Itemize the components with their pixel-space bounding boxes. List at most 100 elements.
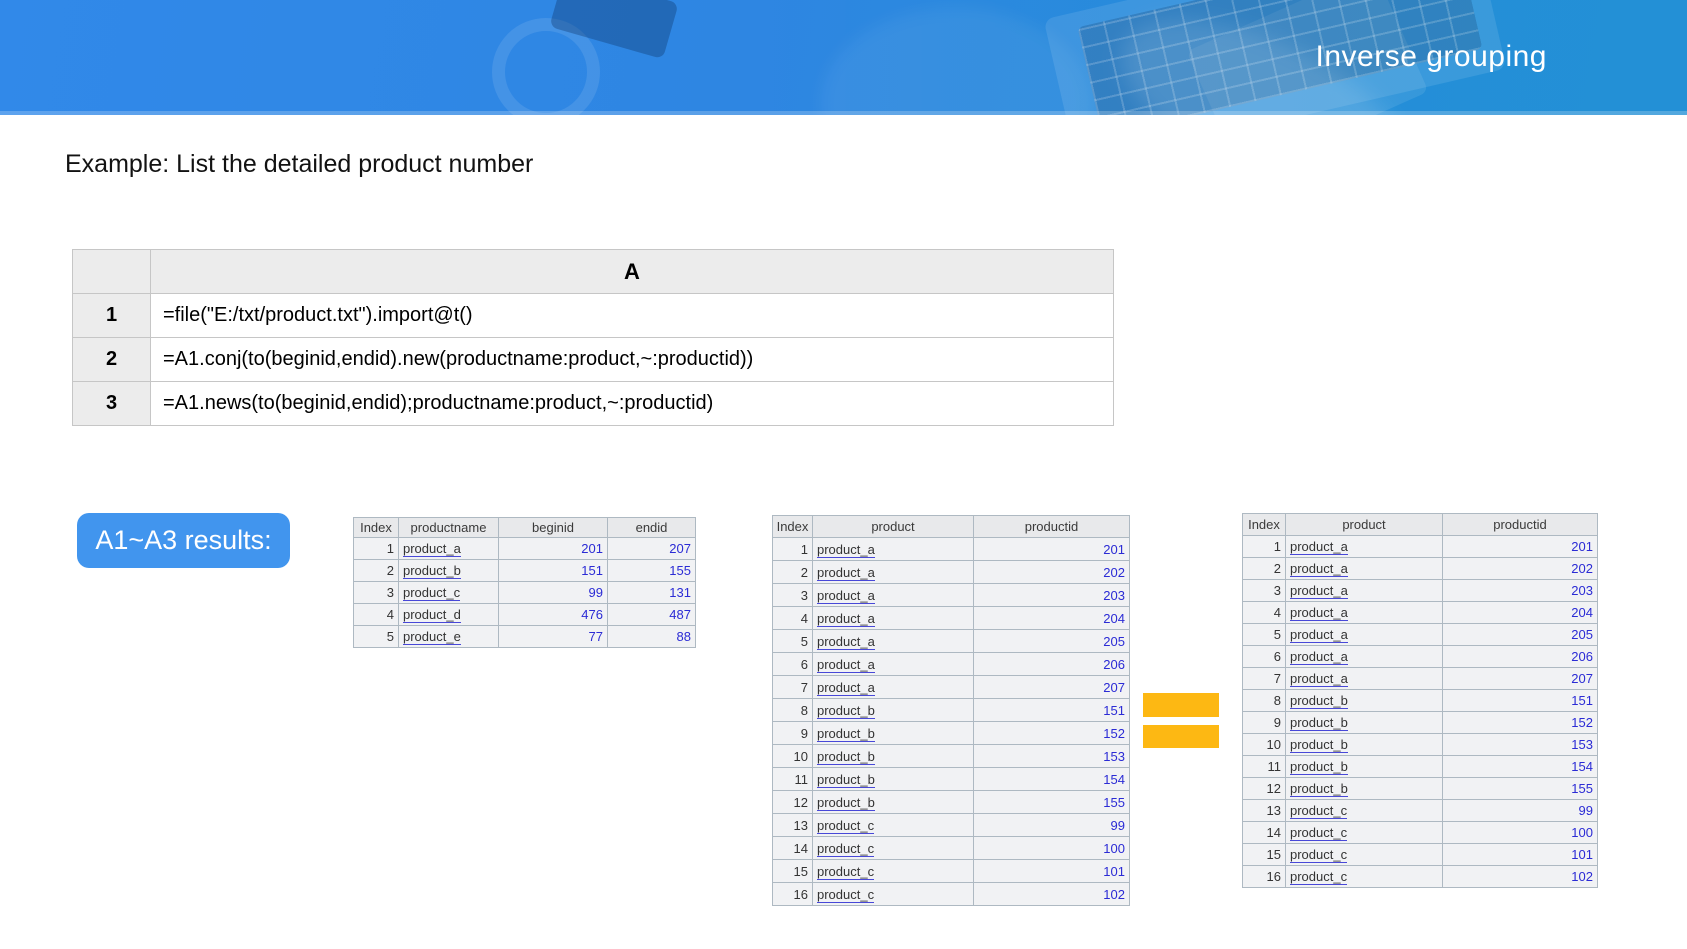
productid-cell: 201 bbox=[1442, 535, 1598, 558]
product-link[interactable]: product_c bbox=[1285, 843, 1443, 866]
column-header-productid: productid bbox=[973, 515, 1130, 538]
productid-cell: 203 bbox=[973, 583, 1130, 607]
index-cell: 6 bbox=[1242, 645, 1286, 668]
productid-cell: 99 bbox=[1442, 799, 1598, 822]
productid-cell: 206 bbox=[973, 652, 1130, 676]
table-row: 7 product_a 207 bbox=[772, 675, 1130, 699]
product-link[interactable]: product_a bbox=[1285, 579, 1443, 602]
product-link[interactable]: product_b bbox=[812, 790, 974, 814]
product-link[interactable]: product_b bbox=[398, 559, 499, 582]
productid-cell: 101 bbox=[1442, 843, 1598, 866]
productid-cell: 155 bbox=[973, 790, 1130, 814]
product-link[interactable]: product_c bbox=[1285, 821, 1443, 844]
table-row: 2 product_a 202 bbox=[772, 560, 1130, 584]
product-link[interactable]: product_a bbox=[812, 560, 974, 584]
product-link[interactable]: product_a bbox=[1285, 557, 1443, 580]
product-link[interactable]: product_a bbox=[812, 675, 974, 699]
product-link[interactable]: product_b bbox=[812, 767, 974, 791]
table-row: 11 product_b 154 bbox=[772, 767, 1130, 791]
page-heading: Example: List the detailed product numbe… bbox=[65, 150, 534, 178]
product-link[interactable]: product_a bbox=[812, 629, 974, 653]
product-link[interactable]: product_c bbox=[1285, 799, 1443, 822]
product-link[interactable]: product_b bbox=[1285, 689, 1443, 712]
productid-cell: 154 bbox=[1442, 755, 1598, 778]
table-row: 12 product_b 155 bbox=[772, 790, 1130, 814]
column-header-index: Index bbox=[772, 515, 813, 538]
banner-photo-tint bbox=[737, 0, 1687, 115]
index-cell: 13 bbox=[772, 813, 813, 837]
product-link[interactable]: product_c bbox=[812, 859, 974, 883]
product-link[interactable]: product_a bbox=[1285, 667, 1443, 690]
table-row: 3 product_c 99 131 bbox=[353, 581, 696, 604]
table-row: 6 product_a 206 bbox=[1242, 645, 1598, 668]
product-link[interactable]: product_b bbox=[1285, 777, 1443, 800]
product-link[interactable]: product_c bbox=[398, 581, 499, 604]
column-a-header: A bbox=[150, 249, 1114, 294]
product-link[interactable]: product_a bbox=[1285, 601, 1443, 624]
table-row: 3 product_a 203 bbox=[1242, 579, 1598, 602]
formula-cell-a3: =A1.news(to(beginid,endid);productname:p… bbox=[150, 381, 1114, 426]
table-row: 12 product_b 155 bbox=[1242, 777, 1598, 800]
product-link[interactable]: product_e bbox=[398, 625, 499, 648]
index-cell: 16 bbox=[1242, 865, 1286, 888]
productid-cell: 204 bbox=[973, 606, 1130, 630]
product-link[interactable]: product_d bbox=[398, 603, 499, 626]
beginid-cell: 99 bbox=[498, 581, 608, 604]
table-row: 1 product_a 201 207 bbox=[353, 537, 696, 560]
product-link[interactable]: product_b bbox=[812, 698, 974, 722]
product-link[interactable]: product_b bbox=[1285, 711, 1443, 734]
product-link[interactable]: product_b bbox=[1285, 733, 1443, 756]
index-cell: 9 bbox=[1242, 711, 1286, 734]
index-cell: 7 bbox=[772, 675, 813, 699]
product-link[interactable]: product_a bbox=[812, 606, 974, 630]
table-row: 2 product_b 151 155 bbox=[353, 559, 696, 582]
table-row: 15 product_c 101 bbox=[1242, 843, 1598, 866]
productid-cell: 202 bbox=[973, 560, 1130, 584]
index-cell: 1 bbox=[353, 537, 399, 560]
table-row: 14 product_c 100 bbox=[1242, 821, 1598, 844]
product-link[interactable]: product_c bbox=[812, 882, 974, 906]
table-row: 4 product_d 476 487 bbox=[353, 603, 696, 626]
product-link[interactable]: product_a bbox=[1285, 623, 1443, 646]
product-link[interactable]: product_a bbox=[812, 537, 974, 561]
product-link[interactable]: product_c bbox=[812, 813, 974, 837]
spreadsheet-row: 3 =A1.news(to(beginid,endid);productname… bbox=[72, 381, 1114, 426]
productid-cell: 154 bbox=[973, 767, 1130, 791]
index-cell: 12 bbox=[772, 790, 813, 814]
product-link[interactable]: product_a bbox=[1285, 645, 1443, 668]
index-cell: 9 bbox=[772, 721, 813, 745]
detail-result-table-right: Index product productid 1 product_a 201 … bbox=[1242, 513, 1598, 888]
table-row: 11 product_b 154 bbox=[1242, 755, 1598, 778]
index-cell: 10 bbox=[1242, 733, 1286, 756]
column-header-product: product bbox=[1285, 513, 1443, 536]
product-link[interactable]: product_c bbox=[812, 836, 974, 860]
table-row: 10 product_b 153 bbox=[1242, 733, 1598, 756]
product-link[interactable]: product_b bbox=[812, 721, 974, 745]
index-cell: 1 bbox=[1242, 535, 1286, 558]
corner-cell bbox=[72, 249, 151, 294]
table-row: 16 product_c 102 bbox=[1242, 865, 1598, 888]
index-cell: 1 bbox=[772, 537, 813, 561]
table-row: 8 product_b 151 bbox=[772, 698, 1130, 722]
table-row: 3 product_a 203 bbox=[772, 583, 1130, 607]
product-link[interactable]: product_a bbox=[398, 537, 499, 560]
index-cell: 15 bbox=[1242, 843, 1286, 866]
productid-cell: 100 bbox=[1442, 821, 1598, 844]
product-link[interactable]: product_b bbox=[812, 744, 974, 768]
product-link[interactable]: product_a bbox=[1285, 535, 1443, 558]
table-row: 5 product_e 77 88 bbox=[353, 625, 696, 648]
product-link[interactable]: product_c bbox=[1285, 865, 1443, 888]
endid-cell: 131 bbox=[607, 581, 696, 604]
table-row: 10 product_b 153 bbox=[772, 744, 1130, 768]
index-cell: 4 bbox=[353, 603, 399, 626]
endid-cell: 155 bbox=[607, 559, 696, 582]
table-header-row: Index product productid bbox=[1242, 513, 1598, 536]
product-link[interactable]: product_a bbox=[812, 652, 974, 676]
productid-cell: 202 bbox=[1442, 557, 1598, 580]
product-link[interactable]: product_a bbox=[812, 583, 974, 607]
product-link[interactable]: product_b bbox=[1285, 755, 1443, 778]
index-cell: 8 bbox=[772, 698, 813, 722]
table-row: 5 product_a 205 bbox=[772, 629, 1130, 653]
table-row: 1 product_a 201 bbox=[1242, 535, 1598, 558]
productid-cell: 206 bbox=[1442, 645, 1598, 668]
